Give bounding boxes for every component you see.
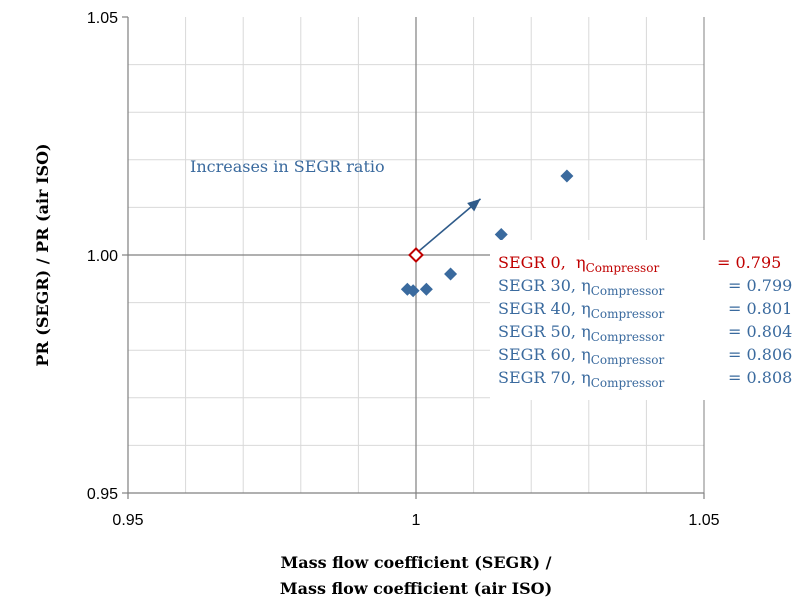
legend-entry: SEGR 50, ηCompressor	[498, 322, 665, 344]
x-tick-label: 1	[412, 512, 421, 529]
data-point	[560, 169, 574, 183]
y-tick-label: 0.95	[87, 486, 118, 503]
x-tick-label: 0.95	[112, 512, 143, 529]
legend-value: = 0.804	[728, 322, 792, 341]
legend-value: = 0.795	[717, 253, 781, 272]
y-axis-title: PR (SEGR) / PR (air ISO)	[33, 143, 52, 366]
legend-entry: SEGR 40, ηCompressor	[498, 299, 665, 321]
x-axis-label: Mass flow coefficient (SEGR) / Mass flow …	[280, 553, 552, 598]
legend-entry: SEGR 30, ηCompressor	[498, 276, 665, 298]
legend-entry: SEGR 70, ηCompressor	[498, 368, 665, 390]
data-points	[400, 169, 574, 298]
legend-value: = 0.801	[728, 299, 792, 318]
annotation-text: Increases in SEGR ratio	[190, 157, 385, 176]
legend-entry: SEGR 60, ηCompressor	[498, 345, 665, 367]
legend-box	[490, 240, 812, 400]
y-tick-label: 1.00	[87, 248, 118, 265]
data-point	[419, 282, 433, 296]
data-point-segr0	[408, 247, 424, 263]
arrow-head	[467, 198, 481, 212]
data-point	[406, 284, 420, 298]
tick-labels: 0.95 1.00 1.05 0.95 1 1.05	[87, 10, 720, 529]
y-axis-label: PR (SEGR) / PR (air ISO)	[33, 143, 52, 366]
x-axis-title-line: Mass flow coefficient (SEGR) /	[281, 553, 552, 572]
arrow-shaft	[412, 198, 482, 257]
data-point	[444, 267, 458, 281]
trend-arrow	[412, 198, 482, 257]
data-point	[494, 228, 508, 242]
y-tick-label: 1.05	[87, 10, 118, 27]
x-tick-label: 1.05	[688, 512, 719, 529]
legend: SEGR 0, ηCompressor = 0.795 SEGR 30, ηComp…	[490, 240, 812, 400]
legend-value: = 0.808	[728, 368, 792, 387]
legend-value: = 0.806	[728, 345, 792, 364]
legend-entry: SEGR 0, ηCompressor	[498, 253, 659, 275]
legend-value: = 0.799	[728, 276, 792, 295]
x-axis-title-line: Mass flow coefficient (air ISO)	[280, 579, 552, 598]
